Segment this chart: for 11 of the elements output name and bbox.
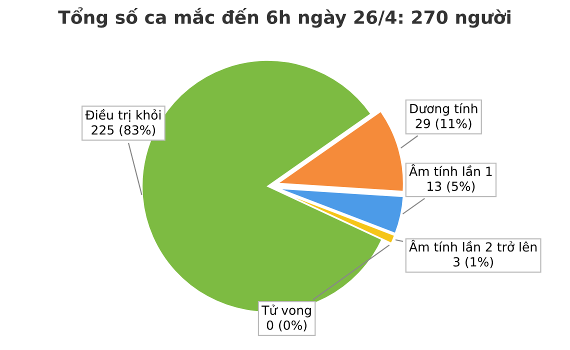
category-label: Tử vong [262, 304, 311, 318]
data-label: 225 (83%) [92, 125, 156, 136]
slice-label: Điều trị khỏi [85, 108, 161, 122]
data-label: 29 (11%) [416, 118, 472, 130]
slice-label: Âm tính lần 2 trở lên [409, 240, 537, 252]
chart-title: Tổng số ca mắc đến 6h ngày 26/4: 270 người [58, 7, 510, 28]
slice-label: Dương tính [410, 103, 478, 116]
data-label: 13 (5%) [428, 181, 475, 192]
text: 0 (0%) [266, 320, 306, 332]
data-label: 3 (1%) [454, 256, 493, 268]
slice-label: Âm tính lần 1 [409, 164, 492, 176]
